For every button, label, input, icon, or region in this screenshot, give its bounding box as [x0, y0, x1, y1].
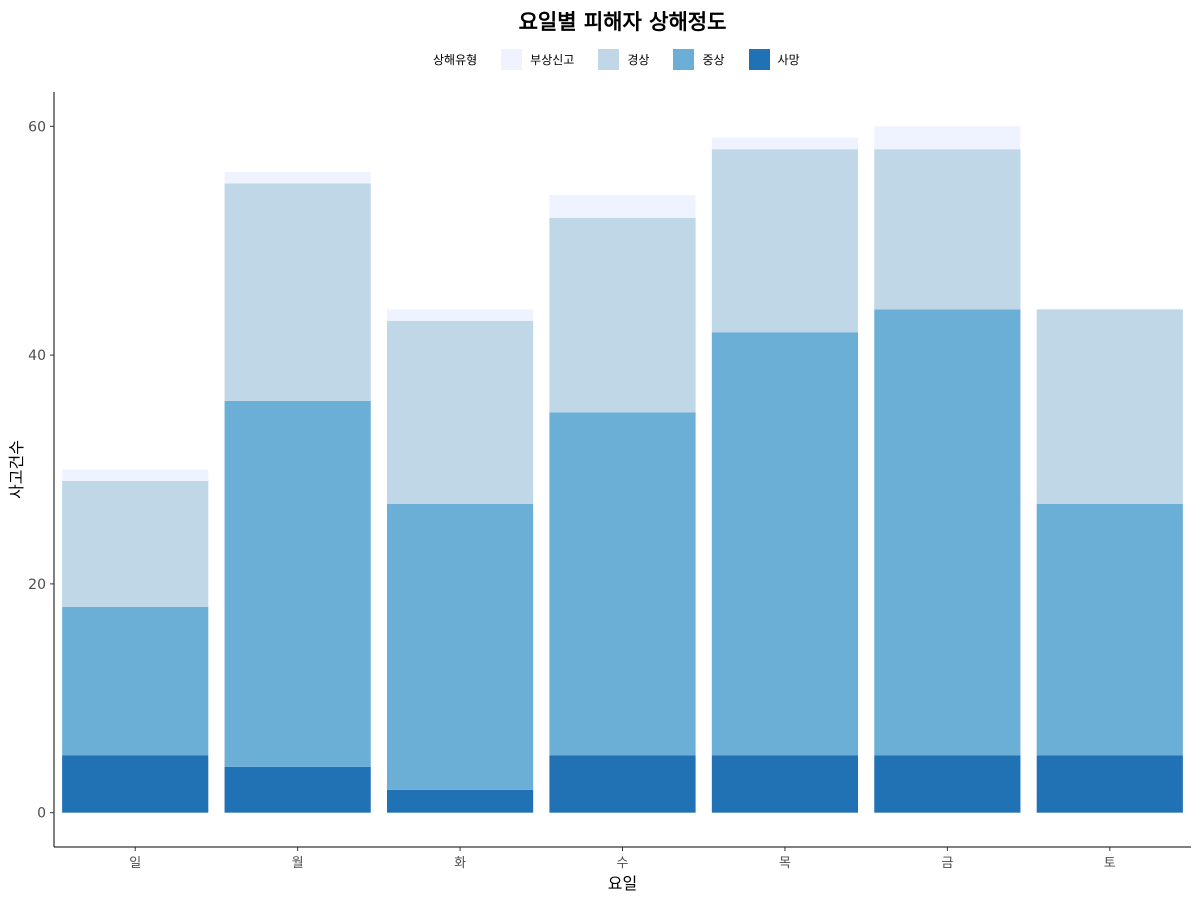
bar-경상-토	[1036, 309, 1183, 504]
bar-경상-월	[224, 183, 371, 401]
bar-경상-금	[874, 149, 1021, 310]
legend-swatch	[748, 48, 770, 70]
legend-swatch	[501, 48, 523, 70]
y-tick-label: 40	[28, 348, 46, 364]
y-tick-label: 20	[28, 577, 46, 593]
bar-부상신고-화	[386, 309, 534, 321]
bar-중상-토	[1036, 503, 1183, 756]
bar-경상-화	[386, 320, 534, 504]
bar-중상-일	[62, 606, 209, 756]
bar-중상-금	[874, 309, 1021, 756]
bar-부상신고-수	[549, 194, 696, 218]
x-tick-label: 목	[779, 856, 791, 871]
legend: 상해유형 부상신고 경상 중상 사망	[433, 47, 824, 71]
x-tick-label: 화	[454, 856, 466, 871]
x-tick-label: 금	[941, 856, 953, 871]
legend-item-중상: 중상	[673, 48, 725, 70]
legend-label: 경상	[627, 52, 650, 67]
bar-사망-수	[549, 755, 696, 813]
x-axis-title: 요일	[608, 874, 637, 893]
bar-사망-토	[1036, 755, 1183, 813]
x-tick-label: 일	[129, 856, 141, 871]
legend-label: 부상신고	[530, 52, 575, 67]
y-tick-label: 60	[28, 119, 46, 135]
x-tick-label: 월	[292, 856, 304, 871]
x-tick-label: 토	[1104, 856, 1116, 871]
bar-부상신고-월	[224, 172, 371, 184]
legend-swatch	[598, 48, 620, 70]
chart-title: 요일별 피해자 상해정도	[518, 10, 727, 34]
bar-부상신고-일	[62, 469, 209, 481]
bar-사망-월	[224, 766, 371, 813]
y-axis-title: 사고건수	[7, 440, 26, 499]
bar-중상-월	[224, 400, 371, 767]
bar-부상신고-금	[874, 126, 1021, 150]
bar-사망-화	[386, 789, 534, 813]
bar-사망-금	[874, 755, 1021, 813]
bar-중상-화	[386, 503, 534, 790]
bar-중상-목	[711, 332, 859, 756]
legend-item-사망: 사망	[748, 48, 800, 70]
legend-swatch	[673, 48, 695, 70]
bar-경상-수	[549, 217, 696, 413]
bar-사망-목	[711, 755, 859, 813]
legend-label: 중상	[702, 52, 725, 67]
legend-item-경상: 경상	[598, 48, 650, 70]
legend-item-부상신고: 부상신고	[501, 48, 575, 70]
bar-사망-일	[62, 755, 209, 813]
bar-부상신고-목	[711, 137, 859, 150]
bar-중상-수	[549, 412, 696, 756]
bar-경상-목	[711, 149, 859, 333]
x-tick-label: 수	[617, 856, 629, 871]
bar-경상-일	[62, 480, 209, 607]
legend-label: 사망	[777, 52, 800, 67]
legend-title: 상해유형	[433, 52, 478, 67]
y-tick-label: 0	[37, 806, 46, 822]
